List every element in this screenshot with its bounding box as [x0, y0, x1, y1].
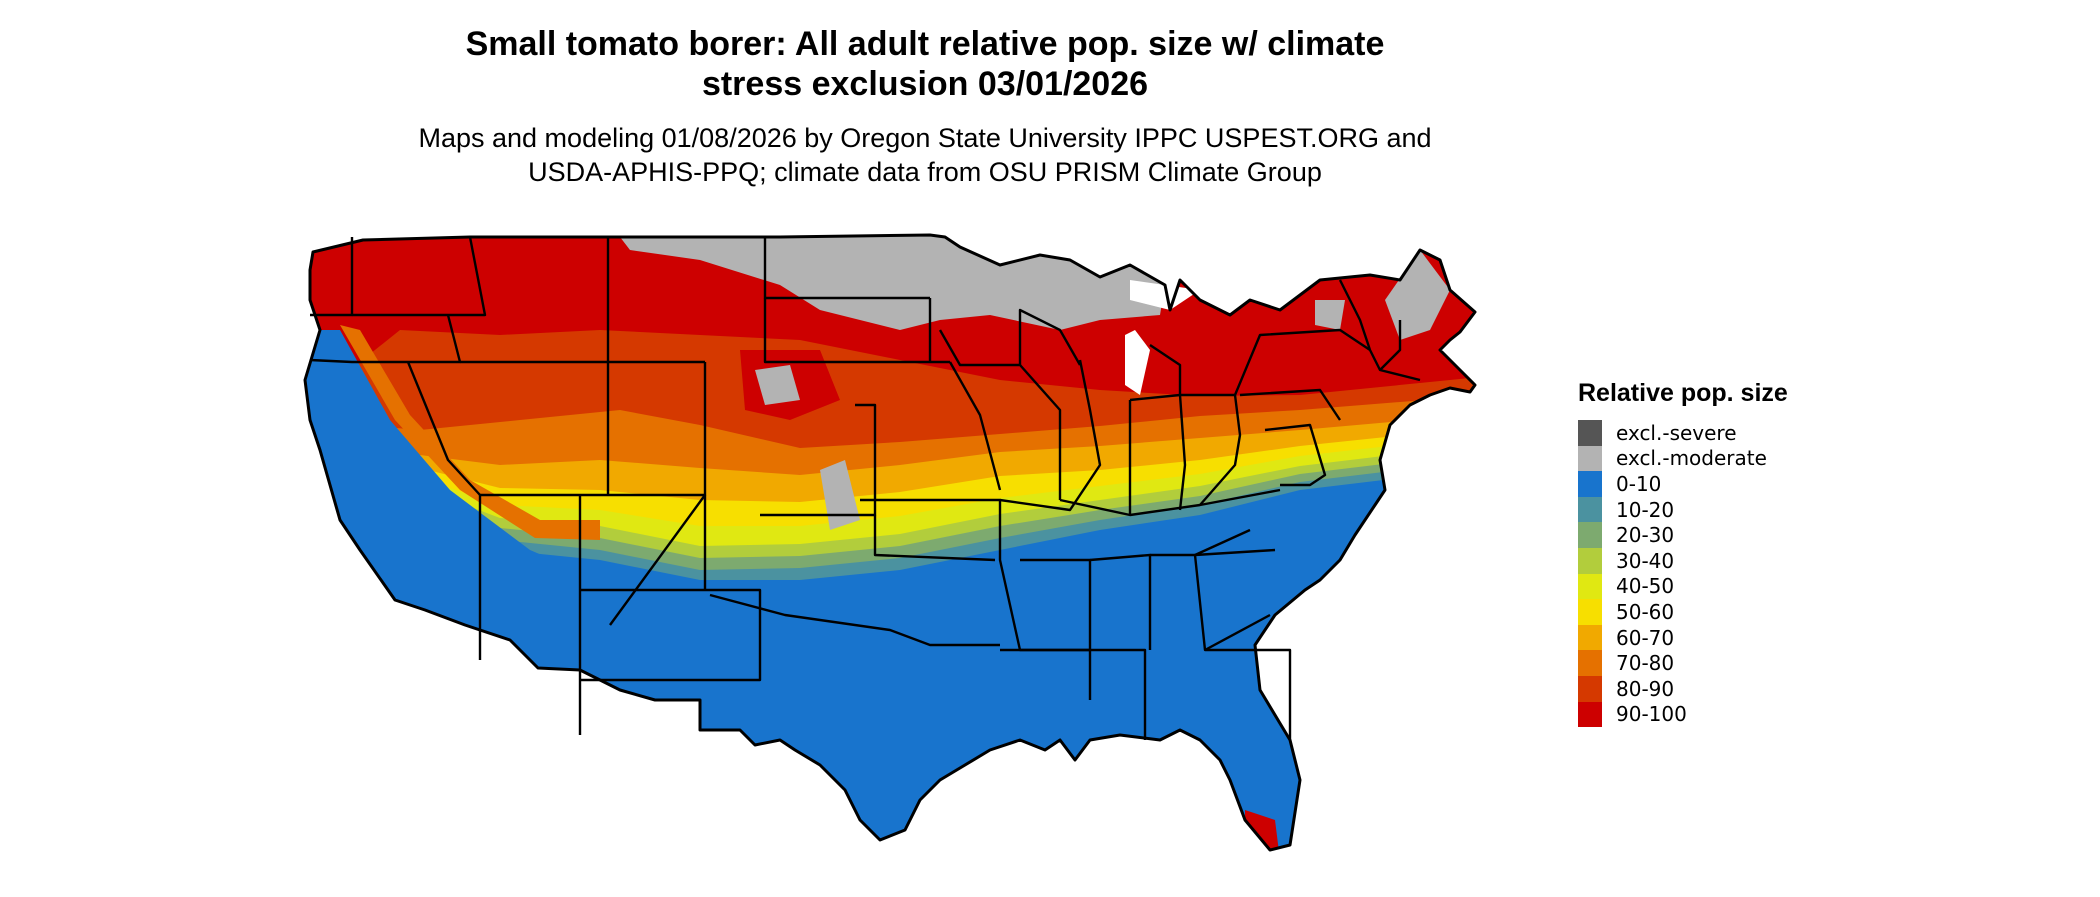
legend-item: 10-20 [1578, 496, 1788, 523]
legend-swatch [1578, 573, 1602, 600]
legend-swatch [1578, 675, 1602, 702]
legend-swatch [1578, 599, 1602, 625]
title-line-2: stress exclusion 03/01/2026 [701, 65, 1149, 103]
legend-item: 90-100 [1578, 701, 1788, 728]
legend-swatch [1578, 650, 1602, 676]
legend-item: 20-30 [1578, 522, 1788, 548]
legend-swatch [1578, 445, 1602, 472]
legend-swatch [1578, 624, 1602, 651]
us-map-svg [303, 233, 1477, 852]
legend-swatch [1578, 420, 1602, 446]
legend-items: excl.-severe excl.-moderate 0-10 10-20 20-30… [1578, 420, 1788, 728]
legend-swatch [1578, 471, 1602, 497]
excl-moderate-adirondacks [1315, 300, 1345, 330]
excl-moderate-colorado [820, 460, 860, 530]
title-line-1: Small tomato borer: All adult relative p… [465, 25, 1385, 63]
state-borders [303, 233, 1477, 852]
subtitle-line-2: USDA-APHIS-PPQ; climate data from OSU PR… [528, 157, 1322, 187]
legend-item: 40-50 [1578, 573, 1788, 600]
excl-moderate-wyoming [755, 365, 800, 405]
legend-label: 90-100 [1616, 702, 1687, 727]
legend-label: 60-70 [1616, 625, 1675, 650]
legend: Relative pop. size excl.-severe excl.-mod… [1578, 378, 1788, 728]
legend-item: excl.-severe [1578, 420, 1788, 446]
legend-swatch [1578, 522, 1602, 548]
legend-item: 80-90 [1578, 675, 1788, 702]
legend-swatch [1578, 496, 1602, 523]
legend-label: excl.-moderate [1616, 446, 1767, 471]
legend-item: 50-60 [1578, 599, 1788, 625]
band-southwest-edge [340, 325, 600, 540]
legend-label: 30-40 [1616, 548, 1675, 573]
legend-item: 70-80 [1578, 650, 1788, 676]
lake-superior [1130, 280, 1200, 310]
legend-swatch [1578, 701, 1602, 728]
legend-label: 70-80 [1616, 651, 1675, 676]
legend-item: excl.-moderate [1578, 445, 1788, 472]
map-subtitle: Maps and modeling 01/08/2026 by Oregon S… [0, 121, 1850, 189]
legend-label: 40-50 [1616, 574, 1675, 599]
map-title: Small tomato borer: All adult relative p… [0, 24, 1850, 104]
legend-label: 20-30 [1616, 523, 1675, 548]
legend-item: 30-40 [1578, 547, 1788, 574]
excl-moderate-maine [1385, 250, 1450, 340]
legend-title: Relative pop. size [1578, 379, 1788, 407]
legend-label: 80-90 [1616, 676, 1675, 701]
legend-swatch [1578, 547, 1602, 574]
legend-item: 60-70 [1578, 624, 1788, 651]
legend-label: 50-60 [1616, 599, 1675, 624]
lake-michigan [1125, 330, 1150, 395]
legend-label: 10-20 [1616, 497, 1675, 522]
subtitle-line-1: Maps and modeling 01/08/2026 by Oregon S… [418, 123, 1432, 153]
us-map [300, 220, 1550, 892]
legend-item: 0-10 [1578, 471, 1788, 497]
legend-label: excl.-severe [1616, 420, 1737, 445]
legend-label: 0-10 [1616, 471, 1662, 496]
